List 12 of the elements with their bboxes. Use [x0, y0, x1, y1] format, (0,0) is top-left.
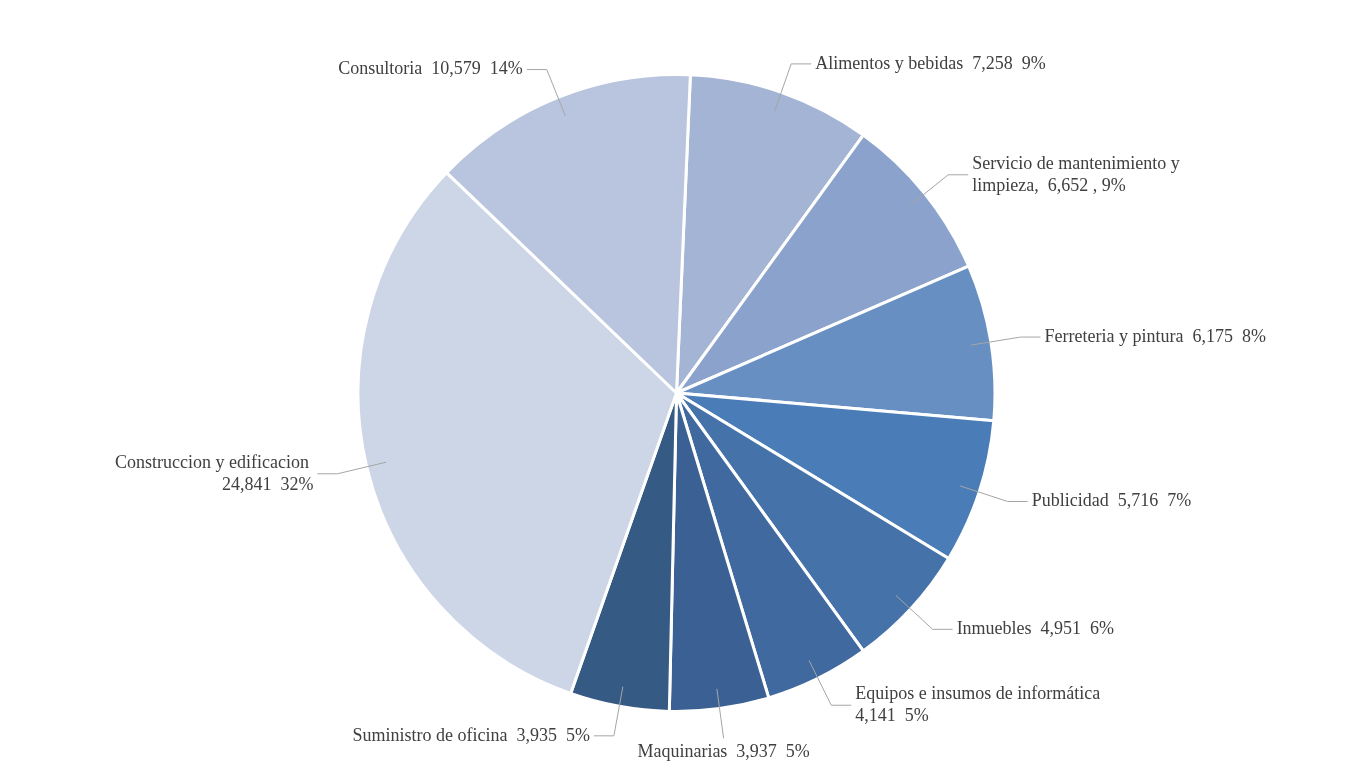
slice-label: Equipos e insumos de informática	[855, 682, 1105, 703]
slice-label: Consultoria 10,579 14%	[338, 58, 523, 79]
slice-label: Maquinarias 3,937 5%	[637, 741, 810, 762]
slice-label: Construccion y edificacion	[115, 451, 314, 472]
data-label: 4,141 5%	[855, 704, 929, 725]
slice-label: Alimentos y bebidas 7,258 9%	[815, 52, 1046, 73]
slice-label: Suministro de oficina 3,935 5%	[352, 724, 590, 745]
slice-label: Servicio de mantenimiento y limpieza, 6,652 , 9%	[972, 152, 1180, 195]
slice-label: Publicidad 5,716 7%	[1031, 490, 1192, 511]
slice-label: Ferreteria y pintura 6,175 8%	[1044, 325, 1266, 346]
data-label: 24,841 32%	[221, 473, 314, 494]
slice-label: Inmuebles 4,951 6%	[956, 618, 1115, 639]
